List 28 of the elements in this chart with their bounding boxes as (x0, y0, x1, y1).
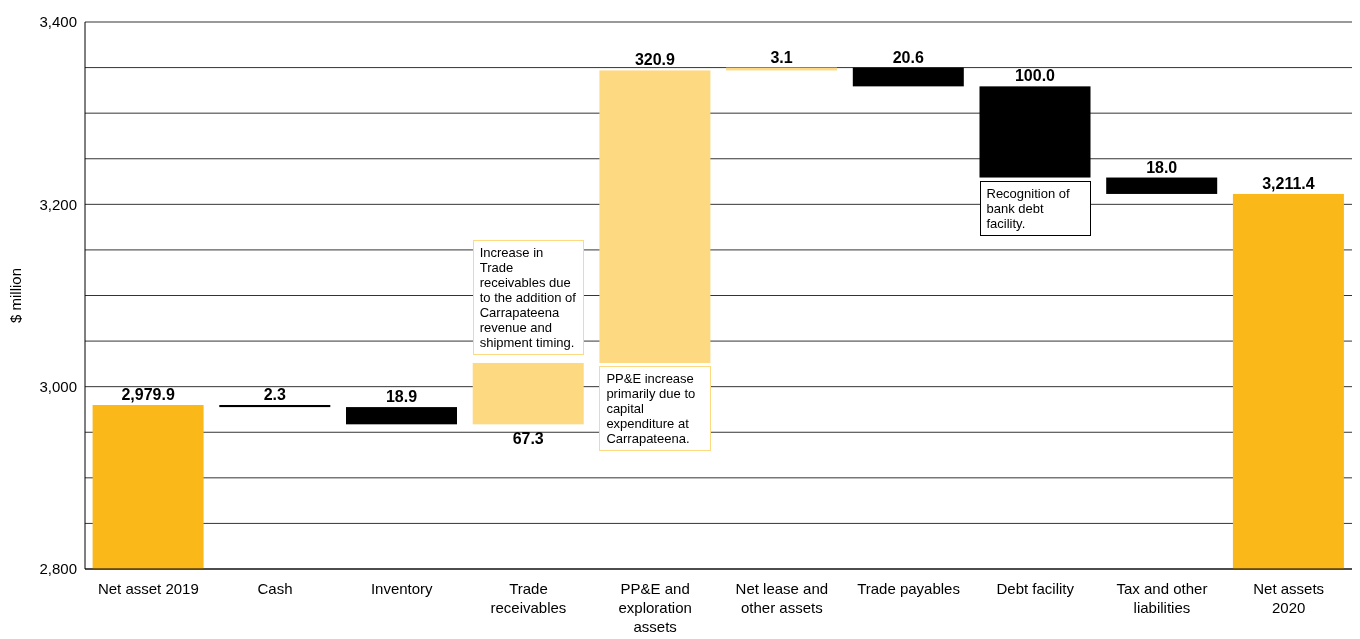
y-tick-label: 3,200 (39, 195, 77, 213)
x-tick-label: Net asset 2019 (97, 580, 199, 597)
y-axis-title: $ million (7, 267, 25, 324)
x-tick-label: Debt facility (996, 580, 1075, 597)
y-tick-label: 3,000 (39, 377, 77, 395)
data-label: 100.0 (1014, 67, 1056, 85)
data-label: 2,979.9 (121, 385, 175, 403)
data-label: 3,211.4 (1262, 174, 1315, 192)
data-label: 320.9 (634, 51, 676, 69)
data-label: 20.6 (892, 48, 924, 66)
y-tick-label: 3,400 (39, 13, 77, 31)
x-tick-label: Trade receivables (490, 580, 567, 616)
annotation: Recognition of bank debt facility. (979, 180, 1091, 236)
x-tick-label: Net lease and other assets (735, 580, 829, 616)
data-label: 67.3 (512, 430, 544, 448)
x-tick-label: Tax and other liabilities (1116, 580, 1208, 616)
data-label: 18.9 (385, 388, 418, 406)
x-tick-label: PP&E and exploration assets (618, 580, 692, 635)
data-label: 18.0 (1146, 158, 1178, 176)
x-tick-label: Cash (257, 580, 293, 597)
annotation: Increase in Trade receivables due to the addition of Carrapateena revenue and shipment timing. (472, 239, 585, 355)
x-tick-label: Trade payables (857, 580, 960, 597)
x-tick-label: Net assets 2020 (1253, 580, 1325, 616)
data-label: 3.1 (770, 48, 793, 66)
x-tick-label: Inventory (370, 580, 434, 597)
annotation: PP&E increase primarily due to capital expenditure at Carrapateena. (599, 365, 711, 451)
y-tick-label: 2,800 (39, 560, 77, 578)
data-label: 2.3 (263, 385, 287, 403)
